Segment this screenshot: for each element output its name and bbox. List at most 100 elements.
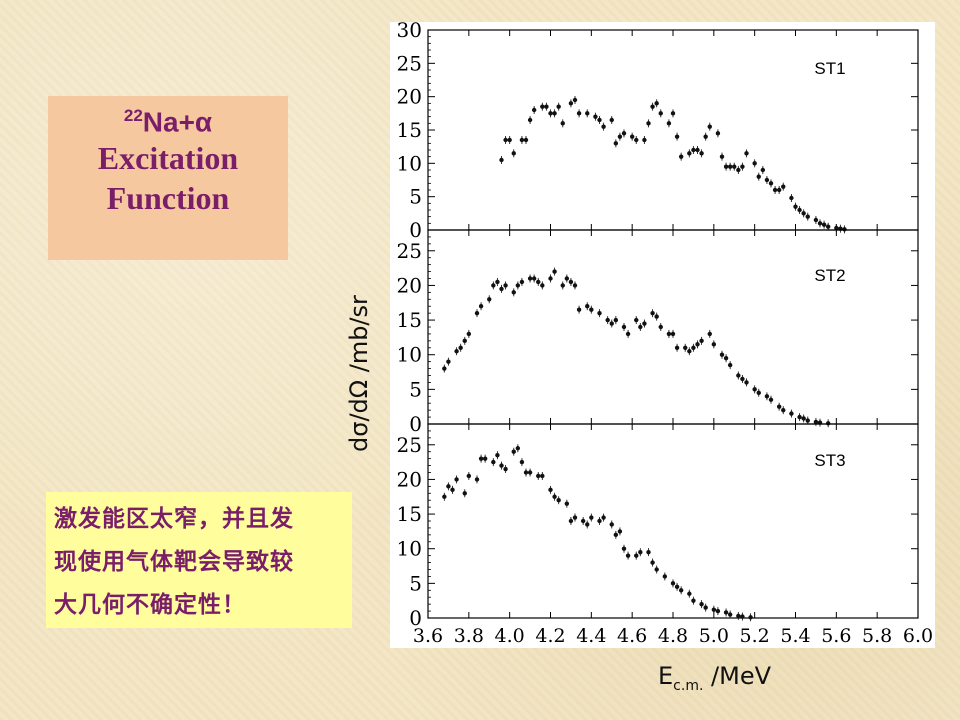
data-point xyxy=(613,317,619,323)
data-point xyxy=(491,459,496,465)
data-point xyxy=(544,104,549,109)
data-point xyxy=(719,352,725,357)
data-point xyxy=(723,610,729,615)
y-tick-label: 20 xyxy=(397,85,422,109)
data-point xyxy=(797,207,802,213)
data-point xyxy=(442,366,447,371)
data-point xyxy=(638,549,643,555)
data-point xyxy=(552,111,557,116)
data-point xyxy=(756,174,761,179)
x-tick-label: 4.4 xyxy=(576,625,606,647)
data-point xyxy=(687,151,692,156)
data-point xyxy=(511,290,516,295)
data-point xyxy=(527,117,533,123)
data-point xyxy=(768,397,774,402)
data-point xyxy=(564,501,570,506)
data-point xyxy=(736,373,741,378)
data-point xyxy=(462,491,467,496)
data-point xyxy=(707,331,712,337)
data-point xyxy=(817,221,823,226)
data-point xyxy=(642,137,647,143)
data-point xyxy=(548,111,553,116)
y-tick-label: 25 xyxy=(397,51,422,75)
panel-label-st3: ST3 xyxy=(814,451,845,470)
data-point xyxy=(813,419,819,425)
data-point xyxy=(576,111,582,116)
data-point xyxy=(601,515,606,520)
data-point xyxy=(695,342,700,347)
data-point xyxy=(658,111,663,116)
data-point xyxy=(442,494,447,499)
data-point xyxy=(478,456,484,461)
note-line-2: 现使用气体靶会导致较 xyxy=(54,549,294,575)
data-point xyxy=(466,473,472,479)
data-point xyxy=(564,276,570,281)
data-point xyxy=(670,111,676,116)
data-point xyxy=(589,307,594,312)
data-point xyxy=(793,204,798,209)
data-point xyxy=(515,283,521,288)
data-point xyxy=(523,137,529,143)
data-point xyxy=(719,154,725,159)
data-point xyxy=(515,446,521,451)
data-point xyxy=(519,279,525,285)
data-point xyxy=(454,349,459,354)
x-tick-label: 5.4 xyxy=(780,625,810,647)
data-point xyxy=(634,137,639,143)
title-function: Function xyxy=(106,180,230,217)
data-point xyxy=(597,310,602,316)
y-tick-label: 5 xyxy=(409,377,422,401)
note-line-3: 大几何不确定性！ xyxy=(54,592,246,618)
data-point xyxy=(527,470,533,475)
data-point xyxy=(666,331,672,337)
data-point xyxy=(781,184,786,189)
data-point xyxy=(507,137,512,143)
data-point xyxy=(678,588,684,593)
data-point xyxy=(703,134,708,139)
data-point xyxy=(593,114,598,119)
data-point xyxy=(813,217,819,223)
data-point xyxy=(638,324,643,330)
data-point xyxy=(646,549,651,555)
data-point xyxy=(548,487,553,493)
title-excitation: Excitation xyxy=(97,140,239,177)
data-point xyxy=(629,134,635,139)
data-point xyxy=(691,598,696,603)
data-point xyxy=(621,324,627,330)
data-point xyxy=(499,463,504,468)
data-point xyxy=(482,456,488,461)
data-point xyxy=(776,187,782,193)
note-box: 激发能区太窄，并且发 现使用气体靶会导致较 大几何不确定性！ xyxy=(46,492,352,628)
data-point xyxy=(646,121,651,126)
y-tick-label: 10 xyxy=(397,343,422,367)
data-point xyxy=(699,338,704,344)
data-point xyxy=(601,124,606,129)
data-point xyxy=(572,97,578,103)
plot-area xyxy=(390,22,935,648)
data-point xyxy=(527,276,533,281)
y-tick-label: 25 xyxy=(397,239,422,263)
data-point xyxy=(691,147,696,153)
x-axis-label-main: E xyxy=(658,662,674,690)
y-axis-label: dσ/dΩ /mb/sr xyxy=(345,295,373,452)
data-point xyxy=(699,601,704,607)
data-point xyxy=(454,477,459,482)
data-point xyxy=(789,411,794,416)
data-point xyxy=(531,107,537,113)
x-tick-label: 3.8 xyxy=(454,625,484,647)
data-point xyxy=(723,355,729,361)
x-tick-label: 5.6 xyxy=(821,625,851,647)
data-point xyxy=(789,195,794,201)
data-point xyxy=(540,283,545,288)
data-point xyxy=(727,362,733,368)
data-point xyxy=(540,104,545,109)
data-point xyxy=(556,104,561,109)
data-point xyxy=(560,121,565,126)
y-tick-label: 30 xyxy=(397,18,422,42)
data-point xyxy=(654,101,659,106)
note-line-1: 激发能区太窄，并且发 xyxy=(54,506,294,532)
x-tick-label: 4.2 xyxy=(535,625,565,647)
data-point xyxy=(825,421,831,426)
data-point xyxy=(552,494,557,499)
